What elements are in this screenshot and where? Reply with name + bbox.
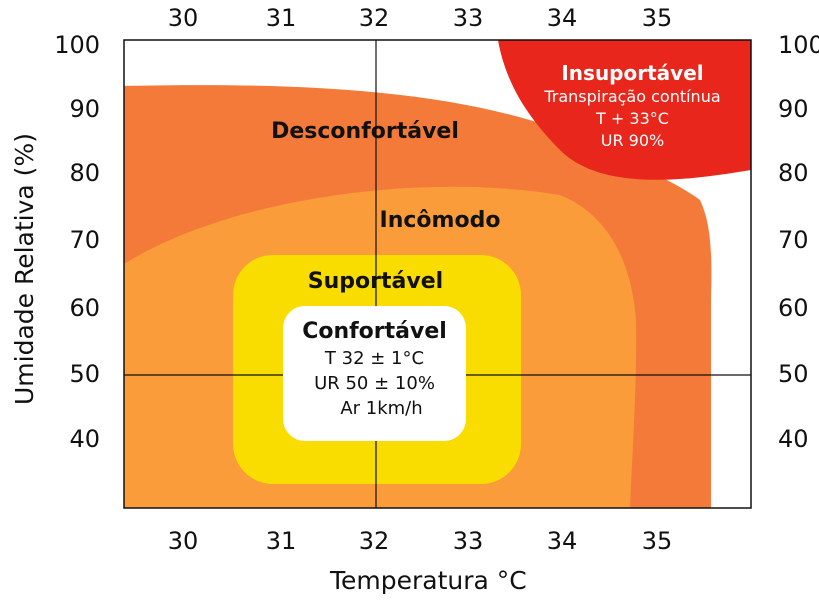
x-tick-top-32: 32 <box>358 4 390 32</box>
plot-border <box>123 39 752 509</box>
zone-confortavel-region <box>283 306 466 441</box>
y-tick-right-90: 90 <box>778 95 809 123</box>
insuportavel-line-2: T + 33°C <box>596 109 669 128</box>
y-tick-left-60: 60 <box>69 294 100 322</box>
confortavel-line-3: Ar 1km/h <box>340 398 423 419</box>
y-tick-left-40: 40 <box>69 425 100 453</box>
x-tick-top-34: 34 <box>546 4 578 32</box>
x-tick-top-30: 30 <box>167 4 199 32</box>
y-tick-right-100: 100 <box>778 31 819 59</box>
zone-suportavel-label: Suportável <box>307 269 444 294</box>
x-tick-top-35: 35 <box>641 4 673 32</box>
zone-confortavel-label: Confortável T 32 ± 1°C UR 50 ± 10% Ar 1k… <box>283 318 466 421</box>
y-tick-left-100: 100 <box>54 31 100 59</box>
x-tick-top-33: 33 <box>452 4 484 32</box>
y-axis-title: Umidade Relativa (%) <box>10 133 39 405</box>
x-axis-title: Temperatura °C <box>330 566 527 595</box>
zone-incomodo-label: Incômodo <box>379 208 501 233</box>
y-tick-right-70: 70 <box>778 226 809 254</box>
insuportavel-line-3: UR 90% <box>600 131 665 150</box>
y-tick-left-50: 50 <box>69 360 100 388</box>
x-tick-bottom-32: 32 <box>358 527 390 555</box>
y-tick-left-90: 90 <box>69 95 100 123</box>
y-tick-right-80: 80 <box>778 159 809 187</box>
x-tick-top-31: 31 <box>265 4 297 32</box>
confortavel-line-2: UR 50 ± 10% <box>314 373 435 394</box>
zone-insuportavel-region <box>498 40 751 180</box>
zone-insuportavel-label: Insuportável Transpiração contínua T + 3… <box>520 60 745 152</box>
insuportavel-line-1: Transpiração contínua <box>544 87 721 106</box>
y-tick-right-40: 40 <box>778 425 809 453</box>
x-tick-bottom-30: 30 <box>167 527 199 555</box>
y-tick-right-50: 50 <box>778 360 809 388</box>
zone-desconfortavel-label: Desconfortável <box>271 119 459 144</box>
x-tick-bottom-35: 35 <box>641 527 673 555</box>
x-tick-bottom-31: 31 <box>265 527 297 555</box>
insuportavel-title: Insuportável <box>561 61 704 85</box>
confortavel-title: Confortável <box>302 319 447 344</box>
x-tick-bottom-34: 34 <box>546 527 578 555</box>
confortavel-line-1: T 32 ± 1°C <box>324 348 425 369</box>
y-tick-left-80: 80 <box>69 159 100 187</box>
x-tick-bottom-33: 33 <box>452 527 484 555</box>
y-tick-left-70: 70 <box>69 226 100 254</box>
y-tick-right-60: 60 <box>778 294 809 322</box>
